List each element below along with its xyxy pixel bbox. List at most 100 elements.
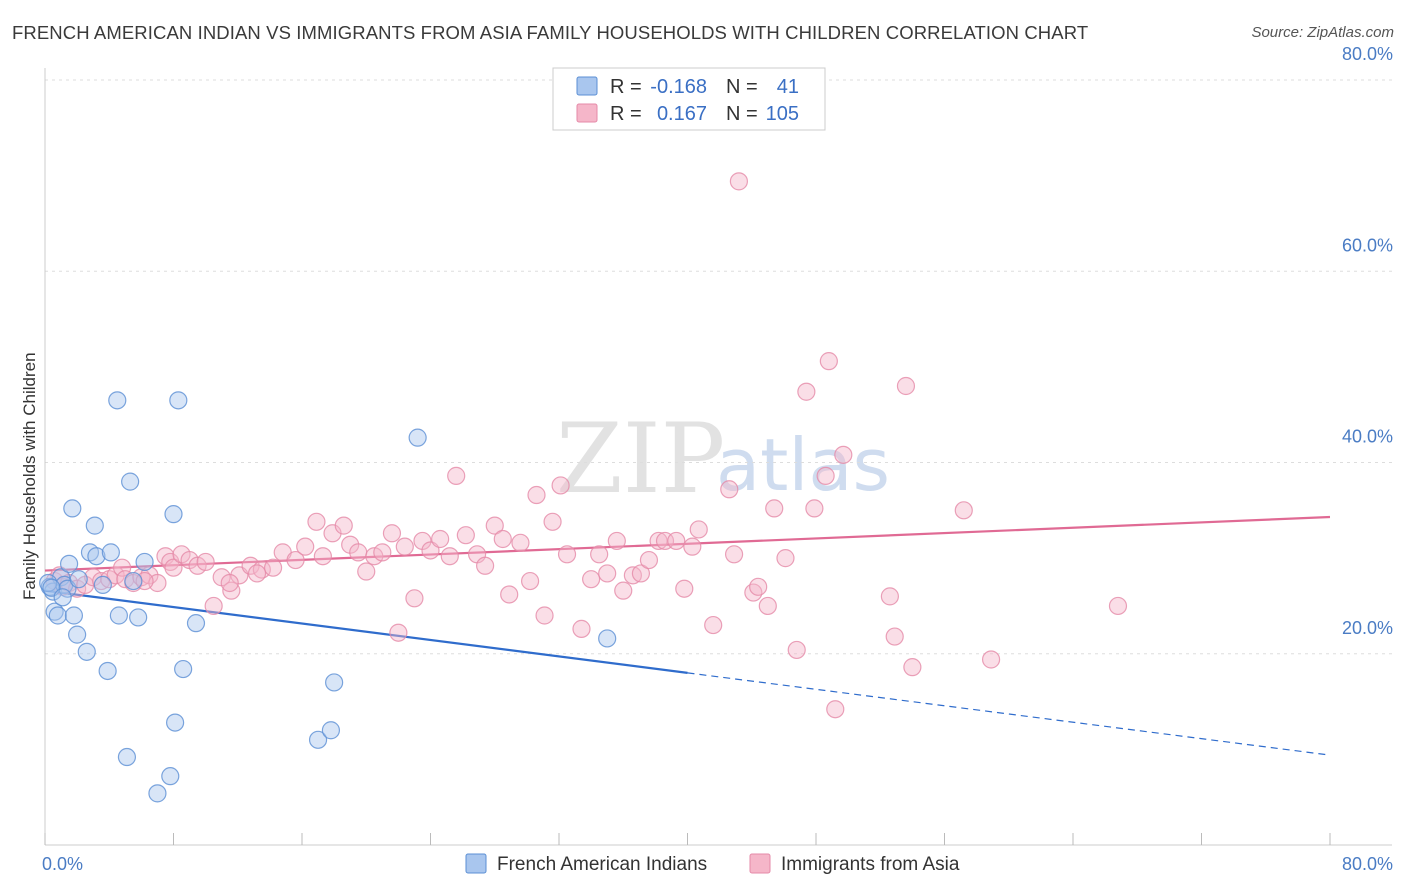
point-immigrants-from-asia	[527, 485, 546, 505]
point-immigrants-from-asia	[880, 587, 899, 606]
y-tick-label: 80.0%	[1342, 44, 1393, 64]
point-immigrants-from-asia	[689, 520, 708, 539]
point-immigrants-from-asia	[431, 529, 450, 549]
chart-title: FRENCH AMERICAN INDIAN VS IMMIGRANTS FRO…	[12, 22, 1089, 43]
point-immigrants-from-asia	[520, 571, 540, 591]
point-immigrants-from-asia	[493, 529, 512, 549]
point-immigrants-from-asia	[675, 579, 694, 598]
watermark-atlas: atlas	[716, 423, 890, 507]
point-immigrants-from-asia	[724, 545, 744, 564]
point-immigrants-from-asia	[572, 619, 591, 638]
point-immigrants-from-asia	[543, 512, 562, 531]
point-immigrants-from-asia	[954, 501, 973, 520]
point-immigrants-from-asia	[447, 466, 466, 485]
y-axis-label: Family Households with Children	[20, 352, 39, 600]
point-french-american-indians	[77, 642, 96, 661]
point-immigrants-from-asia	[313, 547, 332, 566]
y-tick-label: 20.0%	[1342, 618, 1393, 638]
legend-swatch-blue	[576, 76, 598, 96]
point-immigrants-from-asia	[582, 570, 601, 589]
trend-line-french-american-indians	[44, 589, 688, 674]
point-french-american-indians	[87, 547, 106, 566]
correlation-legend: R = -0.168 N = 41 R = 0.167 N = 105	[552, 67, 826, 131]
legend-swatch-pink	[576, 103, 598, 123]
point-french-american-indians	[48, 606, 67, 625]
x-tick-label-max: 80.0%	[1342, 854, 1393, 874]
point-immigrants-from-asia	[1108, 596, 1128, 616]
point-french-american-indians	[108, 391, 127, 410]
legend-r-value-1: -0.168	[650, 76, 707, 98]
point-french-american-indians	[53, 588, 72, 607]
point-immigrants-from-asia	[222, 581, 241, 600]
point-immigrants-from-asia	[535, 606, 554, 625]
legend-frame	[552, 67, 826, 131]
point-immigrants-from-asia	[765, 499, 784, 518]
point-immigrants-from-asia	[286, 550, 305, 570]
point-immigrants-from-asia	[639, 550, 659, 570]
point-immigrants-from-asia	[819, 352, 838, 371]
point-immigrants-from-asia	[334, 516, 353, 535]
legend-n-value-1: 41	[777, 76, 799, 98]
point-french-american-indians	[166, 713, 185, 732]
series-legend: French American Indians Immigrants from …	[465, 853, 960, 875]
point-french-american-indians	[186, 614, 206, 633]
source-credit: Source: ZipAtlas.com	[1251, 24, 1394, 41]
point-french-american-indians	[68, 625, 87, 644]
trend-line-french-american-indians-extension	[687, 672, 1331, 756]
point-immigrants-from-asia	[220, 573, 239, 593]
point-immigrants-from-asia	[263, 558, 283, 577]
point-french-american-indians	[101, 543, 120, 562]
point-french-american-indians	[325, 673, 344, 692]
point-immigrants-from-asia	[631, 564, 651, 583]
point-french-american-indians	[135, 552, 154, 572]
point-immigrants-from-asia	[349, 543, 368, 562]
point-french-american-indians	[93, 575, 112, 595]
point-immigrants-from-asia	[440, 547, 459, 566]
point-immigrants-from-asia	[296, 537, 315, 556]
point-immigrants-from-asia	[196, 552, 215, 572]
point-french-american-indians	[164, 505, 183, 524]
point-immigrants-from-asia	[204, 596, 223, 616]
series-legend-label-blue: French American Indians	[497, 854, 707, 875]
point-immigrants-from-asia	[787, 640, 806, 660]
point-immigrants-from-asia	[598, 564, 617, 583]
point-french-american-indians	[148, 784, 167, 803]
point-immigrants-from-asia	[885, 627, 904, 646]
point-immigrants-from-asia	[834, 445, 853, 464]
point-immigrants-from-asia	[511, 533, 530, 552]
point-immigrants-from-asia	[247, 564, 267, 583]
point-immigrants-from-asia	[729, 172, 749, 191]
point-immigrants-from-asia	[826, 700, 845, 719]
x-tick-label-min: 0.0%	[42, 854, 83, 874]
point-immigrants-from-asia	[557, 545, 577, 564]
point-immigrants-from-asia	[776, 549, 795, 568]
y-tick-label: 40.0%	[1342, 427, 1393, 447]
point-immigrants-from-asia	[797, 382, 816, 401]
point-immigrants-from-asia	[758, 596, 777, 616]
point-french-american-indians	[408, 428, 427, 447]
y-tick-label: 60.0%	[1342, 235, 1393, 255]
point-immigrants-from-asia	[500, 585, 519, 604]
axes: 20.0% 40.0% 60.0% 80.0% 0.0% 80.0%	[42, 44, 1393, 874]
point-immigrants-from-asia	[683, 537, 702, 556]
legend-n-value-2: 105	[766, 103, 799, 125]
point-french-american-indians	[63, 499, 82, 518]
legend-r-label-1: R =	[610, 76, 642, 98]
point-immigrants-from-asia	[816, 466, 835, 485]
series-legend-label-pink: Immigrants from Asia	[781, 854, 960, 875]
legend-n-label-2: N =	[726, 103, 758, 125]
point-immigrants-from-asia	[456, 526, 475, 545]
watermark-zip: ZIP	[556, 403, 725, 515]
point-immigrants-from-asia	[307, 512, 326, 531]
point-immigrants-from-asia	[357, 562, 376, 581]
point-french-american-indians	[69, 570, 88, 589]
point-french-american-indians	[59, 554, 79, 573]
point-immigrants-from-asia	[805, 499, 824, 518]
point-immigrants-from-asia	[476, 556, 495, 575]
point-immigrants-from-asia	[485, 516, 504, 535]
point-immigrants-from-asia	[649, 531, 668, 551]
point-immigrants-from-asia	[405, 589, 424, 608]
series-legend-swatch-blue	[465, 853, 487, 874]
point-french-american-indians	[121, 472, 140, 491]
point-immigrants-from-asia	[389, 623, 408, 642]
